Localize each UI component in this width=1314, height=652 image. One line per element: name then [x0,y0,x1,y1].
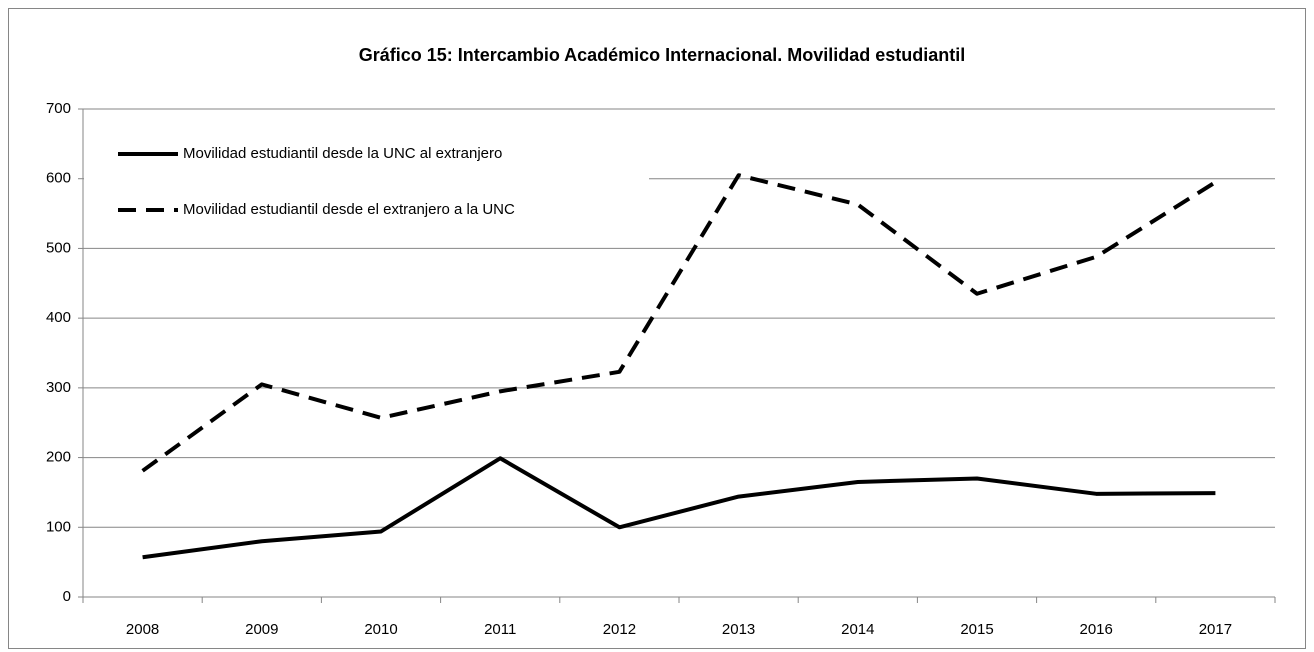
y-tick-label: 0 [63,588,71,605]
x-tick-label: 2008 [126,621,159,638]
chart-title: Gráfico 15: Intercambio Académico Intern… [359,45,965,65]
y-tick-label: 500 [46,239,71,256]
chart-border [8,8,1306,649]
x-tick-label: 2017 [1199,621,1232,638]
y-tick-label: 300 [46,379,71,396]
x-tick-label: 2015 [960,621,993,638]
x-tick-label: 2012 [603,621,636,638]
y-tick-label: 200 [46,449,71,466]
y-tick-label: 400 [46,309,71,326]
y-tick-label: 100 [46,518,71,535]
legend-box [84,125,649,235]
x-tick-label: 2016 [1080,621,1113,638]
y-tick-label: 600 [46,170,71,187]
y-tick-label: 700 [46,100,71,117]
series-line [142,456,1216,560]
legend-label: Movilidad estudiantil desde la UNC al ex… [183,145,502,162]
x-tick-label: 2011 [484,621,516,638]
x-tick-label: 2010 [364,621,397,638]
series-line [141,173,1217,473]
legend-label: Movilidad estudiantil desde el extranjer… [183,201,515,218]
x-tick-label: 2014 [841,621,874,638]
x-tick-label: 2009 [245,621,278,638]
x-tick-label: 2013 [722,621,755,638]
